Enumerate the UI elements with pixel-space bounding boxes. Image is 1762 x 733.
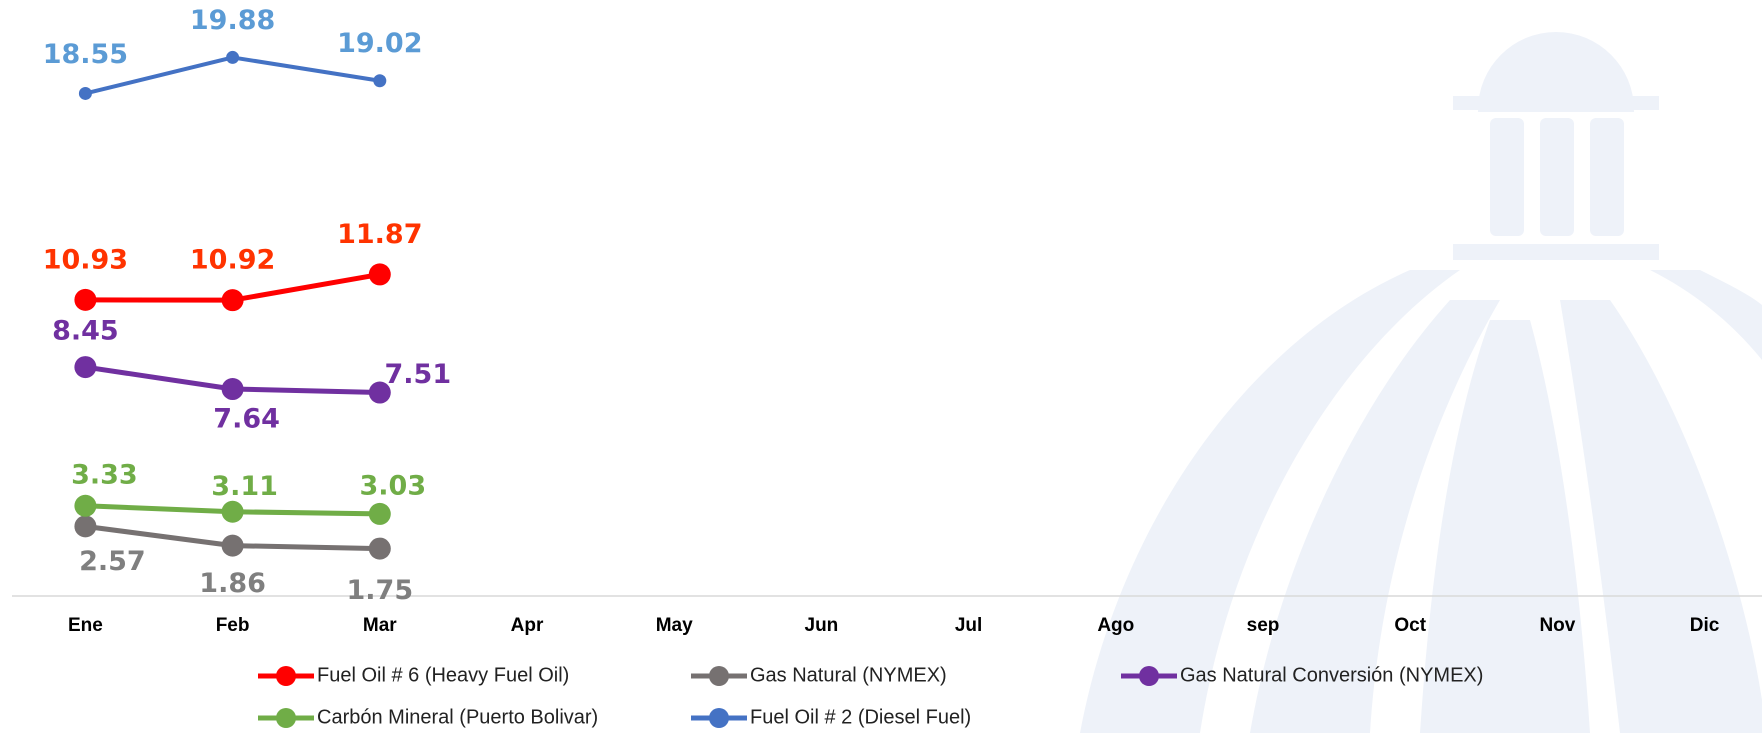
x-tick-label: Dic (1690, 615, 1720, 636)
data-point (368, 263, 391, 286)
legend-label: Carbón Mineral (Puerto Bolivar) (317, 706, 598, 728)
data-label: 1.86 (199, 568, 266, 599)
data-label: 19.88 (190, 5, 275, 36)
legend-item: Fuel Oil # 2 (Diesel Fuel) (691, 706, 971, 728)
x-tick-label: Feb (216, 615, 250, 636)
x-tick-label: Oct (1394, 615, 1426, 636)
data-point (373, 74, 387, 88)
data-label: 3.11 (211, 471, 278, 502)
data-label: 8.45 (52, 316, 119, 347)
legend-label: Fuel Oil # 6 (Heavy Fuel Oil) (317, 664, 569, 686)
legend-item: Carbón Mineral (Puerto Bolivar) (258, 706, 598, 728)
data-point (221, 289, 244, 312)
x-tick-label: May (656, 615, 693, 636)
x-tick-label: Ago (1097, 615, 1134, 636)
x-tick-label: Nov (1539, 615, 1575, 636)
data-label: 2.57 (79, 546, 146, 577)
x-tick-label: sep (1247, 615, 1280, 636)
data-label: 7.64 (213, 404, 280, 435)
data-point (74, 494, 97, 517)
data-label: 19.02 (337, 28, 422, 59)
legend-marker (1139, 666, 1159, 686)
watermark (1080, 32, 1762, 733)
data-label: 18.55 (43, 39, 128, 70)
x-tick-label: Jun (805, 615, 839, 636)
data-label: 1.75 (346, 575, 413, 606)
data-point (368, 381, 391, 404)
data-point (74, 515, 97, 538)
data-label: 7.51 (384, 359, 451, 390)
data-point (74, 356, 97, 379)
data-point (221, 534, 244, 557)
data-label: 10.92 (190, 245, 275, 276)
data-label: 11.87 (337, 219, 422, 250)
legend-marker (276, 708, 296, 728)
data-label: 3.33 (71, 459, 138, 490)
x-tick-label: Mar (363, 615, 397, 636)
data-point (221, 378, 244, 401)
data-point (74, 288, 97, 311)
legend-item: Fuel Oil # 6 (Heavy Fuel Oil) (258, 664, 569, 686)
data-label: 10.93 (43, 244, 128, 275)
data-point (368, 537, 391, 560)
legend-marker (709, 708, 729, 728)
legend-marker (276, 666, 296, 686)
x-tick-label: Jul (955, 615, 982, 636)
data-label: 3.03 (359, 470, 426, 501)
x-tick-label: Apr (511, 615, 544, 636)
data-point (221, 500, 244, 523)
legend-item: Gas Natural (NYMEX) (691, 664, 947, 686)
x-tick-label: Ene (68, 615, 103, 636)
legend-label: Fuel Oil # 2 (Diesel Fuel) (750, 706, 971, 728)
data-point (226, 50, 240, 64)
legend-label: Gas Natural Conversión (NYMEX) (1180, 664, 1483, 686)
data-point (78, 86, 92, 100)
legend-label: Gas Natural (NYMEX) (750, 664, 947, 686)
legend-marker (709, 666, 729, 686)
data-point (368, 502, 391, 525)
legend-item: Gas Natural Conversión (NYMEX) (1121, 664, 1483, 686)
